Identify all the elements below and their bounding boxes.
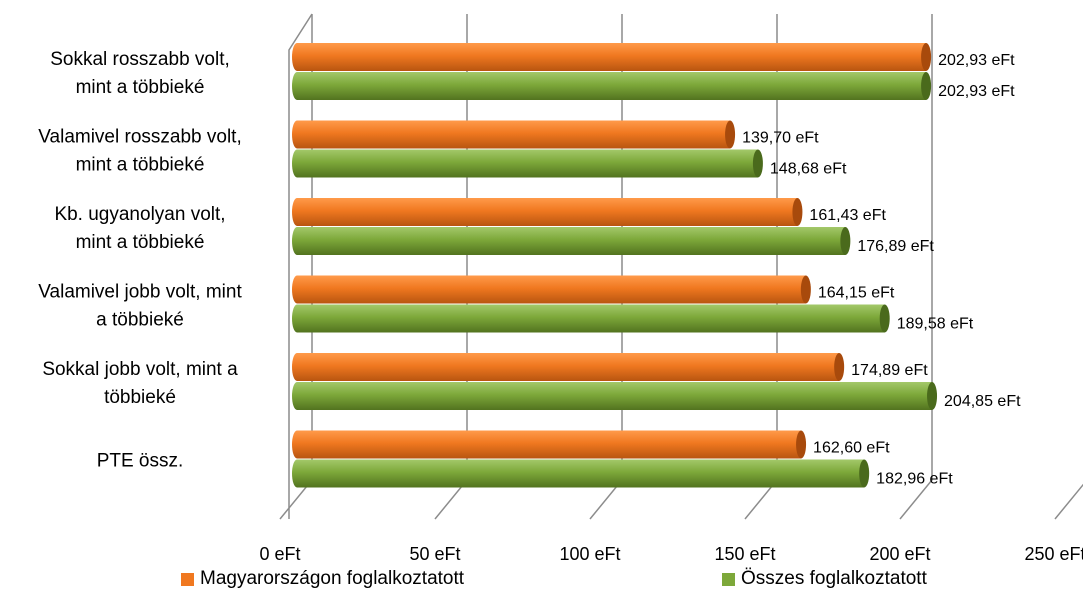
bar-orange	[292, 430, 807, 459]
legend-item-series-1: Magyarországon foglalkoztatott	[181, 568, 464, 590]
bar-chart: Sokkal rosszabb volt, mint a többieké Vala…	[38, 13, 1083, 564]
bar-orange	[292, 275, 811, 304]
gridline	[1054, 483, 1083, 520]
x-tick-label: 50 eFt	[409, 544, 460, 564]
x-tick-label: 200 eFt	[869, 544, 930, 564]
data-label: 164,15 eFt	[818, 285, 895, 302]
x-axis-ticks: 0 eFt 50 eFt 100 eFt 150 eFt 200 eFt 250 eFt	[259, 544, 1083, 564]
data-labels: 202,93 eFt 202,93 eFt 139,70 eFt 148,68 eFt…	[742, 52, 1021, 488]
data-label: 202,93 eFt	[938, 52, 1015, 69]
data-label: 148,68 eFt	[770, 161, 847, 178]
gridline	[899, 14, 933, 520]
category-labels: Sokkal rosszabb volt, mint a többieké Vala…	[38, 49, 242, 472]
category-label: Sokkal jobb volt, mint a többieké	[42, 359, 238, 408]
x-tick-label: 150 eFt	[714, 544, 775, 564]
bar-orange	[292, 120, 736, 149]
category-label: Valamivel jobb volt, mint a többieké	[38, 282, 242, 331]
data-label: 176,89 eFt	[857, 238, 934, 255]
category-label: Valamivel rosszabb volt, mint a többieké	[38, 127, 241, 176]
bar-green	[292, 459, 870, 488]
data-label: 174,89 eFt	[851, 362, 928, 379]
category-label: Kb. ugyanolyan volt, mint a többieké	[54, 204, 225, 253]
x-tick-label: 250 eFt	[1024, 544, 1083, 564]
data-label: 162,60 eFt	[813, 440, 890, 457]
bar-green	[292, 72, 932, 100]
legend-swatch-orange	[181, 572, 194, 586]
data-label: 202,93 eFt	[938, 83, 1015, 100]
bar-green	[292, 304, 890, 333]
bar-green	[292, 149, 763, 178]
category-label: Sokkal rosszabb volt, mint a többieké	[50, 49, 230, 98]
legend-label: Összes foglalkoztatott	[741, 568, 927, 589]
bar-green	[292, 382, 938, 410]
data-label: 189,58 eFt	[897, 316, 974, 333]
x-tick-label: 0 eFt	[259, 544, 300, 564]
data-label: 182,96 eFt	[876, 471, 953, 488]
category-label: PTE össz.	[97, 451, 184, 472]
legend-label: Magyarországon foglalkoztatott	[200, 568, 465, 589]
legend-swatch-green	[722, 572, 735, 586]
bar-orange	[292, 198, 803, 226]
bar-green	[292, 227, 851, 255]
axis-wall	[288, 13, 313, 519]
data-label: 161,43 eFt	[809, 207, 886, 224]
bar-orange	[292, 43, 932, 71]
x-tick-label: 100 eFt	[559, 544, 620, 564]
data-label: 139,70 eFt	[742, 130, 819, 147]
bar-orange	[292, 353, 845, 381]
legend-item-series-2: Összes foglalkoztatott	[722, 568, 927, 590]
data-label: 204,85 eFt	[944, 393, 1021, 410]
bars	[292, 43, 938, 488]
legend: Magyarországon foglalkoztatott Összes fo…	[0, 568, 1083, 594]
